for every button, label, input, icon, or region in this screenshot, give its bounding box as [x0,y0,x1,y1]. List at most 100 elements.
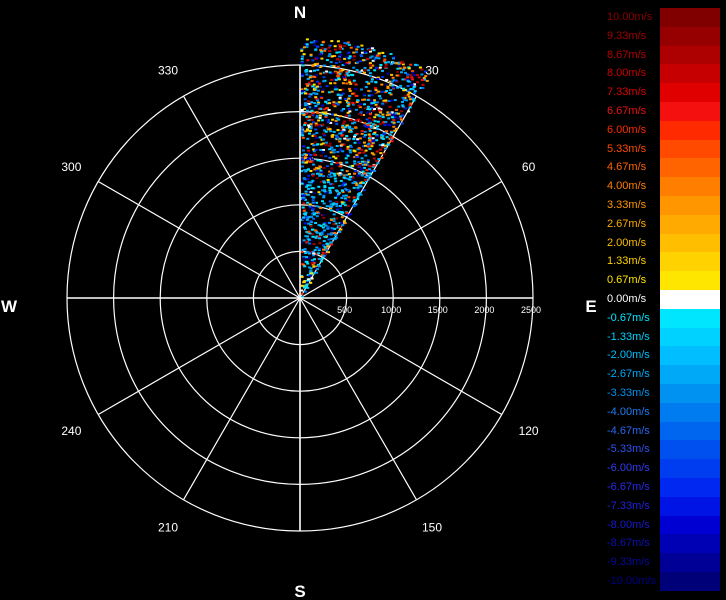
velocity-gate [335,134,338,137]
velocity-gate [358,106,362,109]
velocity-gate [399,85,402,88]
velocity-gate [381,121,385,124]
velocity-gate [384,121,388,123]
velocity-gate [348,199,352,202]
velocity-gate [307,174,311,177]
velocity-gate [307,230,311,233]
velocity-gate [404,107,408,110]
velocity-gate [363,122,367,125]
velocity-gate [342,220,346,223]
velocity-gate [335,217,339,220]
velocity-gate [329,82,333,85]
velocity-gate [325,85,329,88]
velocity-gate [306,109,309,112]
velocity-gate [301,134,305,137]
velocity-gate [400,110,403,113]
velocity-gate [313,258,316,261]
velocity-gate [307,181,311,184]
velocity-gate [388,92,392,94]
legend-label: 5.33m/s [607,142,647,155]
velocity-gate [346,102,350,104]
velocity-gate [307,124,311,127]
legend-swatch [660,196,720,215]
legend-swatch [660,139,720,159]
velocity-gate [375,54,379,57]
legend-entry: -4.67m/s [604,421,722,441]
velocity-gate [339,60,343,63]
velocity-gate [321,226,325,229]
velocity-gate [334,234,338,236]
velocity-gate [353,121,357,124]
velocity-gate [318,174,322,177]
velocity-gate [420,79,424,81]
velocity-gate [367,142,371,145]
velocity-gate [378,111,382,114]
velocity-gate [356,99,360,102]
velocity-gate [363,106,367,109]
velocity-gate [371,119,375,122]
velocity-gate [353,199,357,202]
velocity-gate [333,48,337,51]
velocity-gate [340,143,344,146]
velocity-gate [321,151,325,154]
legend-swatch [660,515,720,535]
velocity-gate [375,160,379,162]
velocity-gate [327,55,331,58]
velocity-gate [356,186,360,189]
velocity-gate [326,243,330,246]
velocity-gate [383,58,387,61]
velocity-gate [309,41,313,44]
velocity-gate [343,126,347,129]
velocity-gate [349,176,353,178]
legend-swatch [660,120,720,140]
velocity-gate [316,111,320,114]
velocity-gate [341,64,345,66]
velocity-gate [369,75,373,78]
spoke-300 [97,180,301,299]
velocity-gate [305,44,309,47]
velocity-gate [357,118,360,121]
legend-entry: 9.33m/s [604,26,722,46]
velocity-gate [309,123,313,126]
velocity-gate [302,149,305,152]
velocity-gate [334,78,338,81]
velocity-gate [346,52,349,55]
velocity-gate [347,125,351,128]
velocity-gate [312,261,316,264]
velocity-gate [346,147,350,150]
velocity-gate [326,165,329,168]
velocity-gate [373,54,377,57]
velocity-gate [320,171,324,174]
velocity-gate [370,55,374,58]
velocity-gate [366,144,370,147]
velocity-gate [310,259,314,262]
velocity-gate [317,235,321,238]
velocity-gate [321,257,325,260]
velocity-gate [300,181,304,184]
velocity-gate [322,244,326,247]
velocity-gate [384,147,387,150]
velocity-gate [334,121,338,124]
velocity-gate [308,242,312,245]
velocity-gate [322,71,326,74]
velocity-gate [310,187,314,190]
velocity-gate [317,252,321,255]
velocity-gate [332,172,336,175]
velocity-gate [396,67,400,70]
velocity-gate [306,106,310,109]
velocity-gate [387,61,391,64]
velocity-gate [370,106,374,109]
compass-label-e: E [585,297,596,316]
velocity-gate [320,254,324,257]
velocity-gate [309,239,313,242]
velocity-gate [365,111,369,114]
velocity-gate [371,141,375,144]
polar-axes [67,65,533,531]
velocity-gate [300,250,304,253]
velocity-gate [300,103,304,106]
velocity-gate [384,91,388,94]
velocity-gate [318,237,322,240]
velocity-gate [322,216,326,219]
velocity-gate [346,214,350,217]
velocity-gate [386,72,390,75]
